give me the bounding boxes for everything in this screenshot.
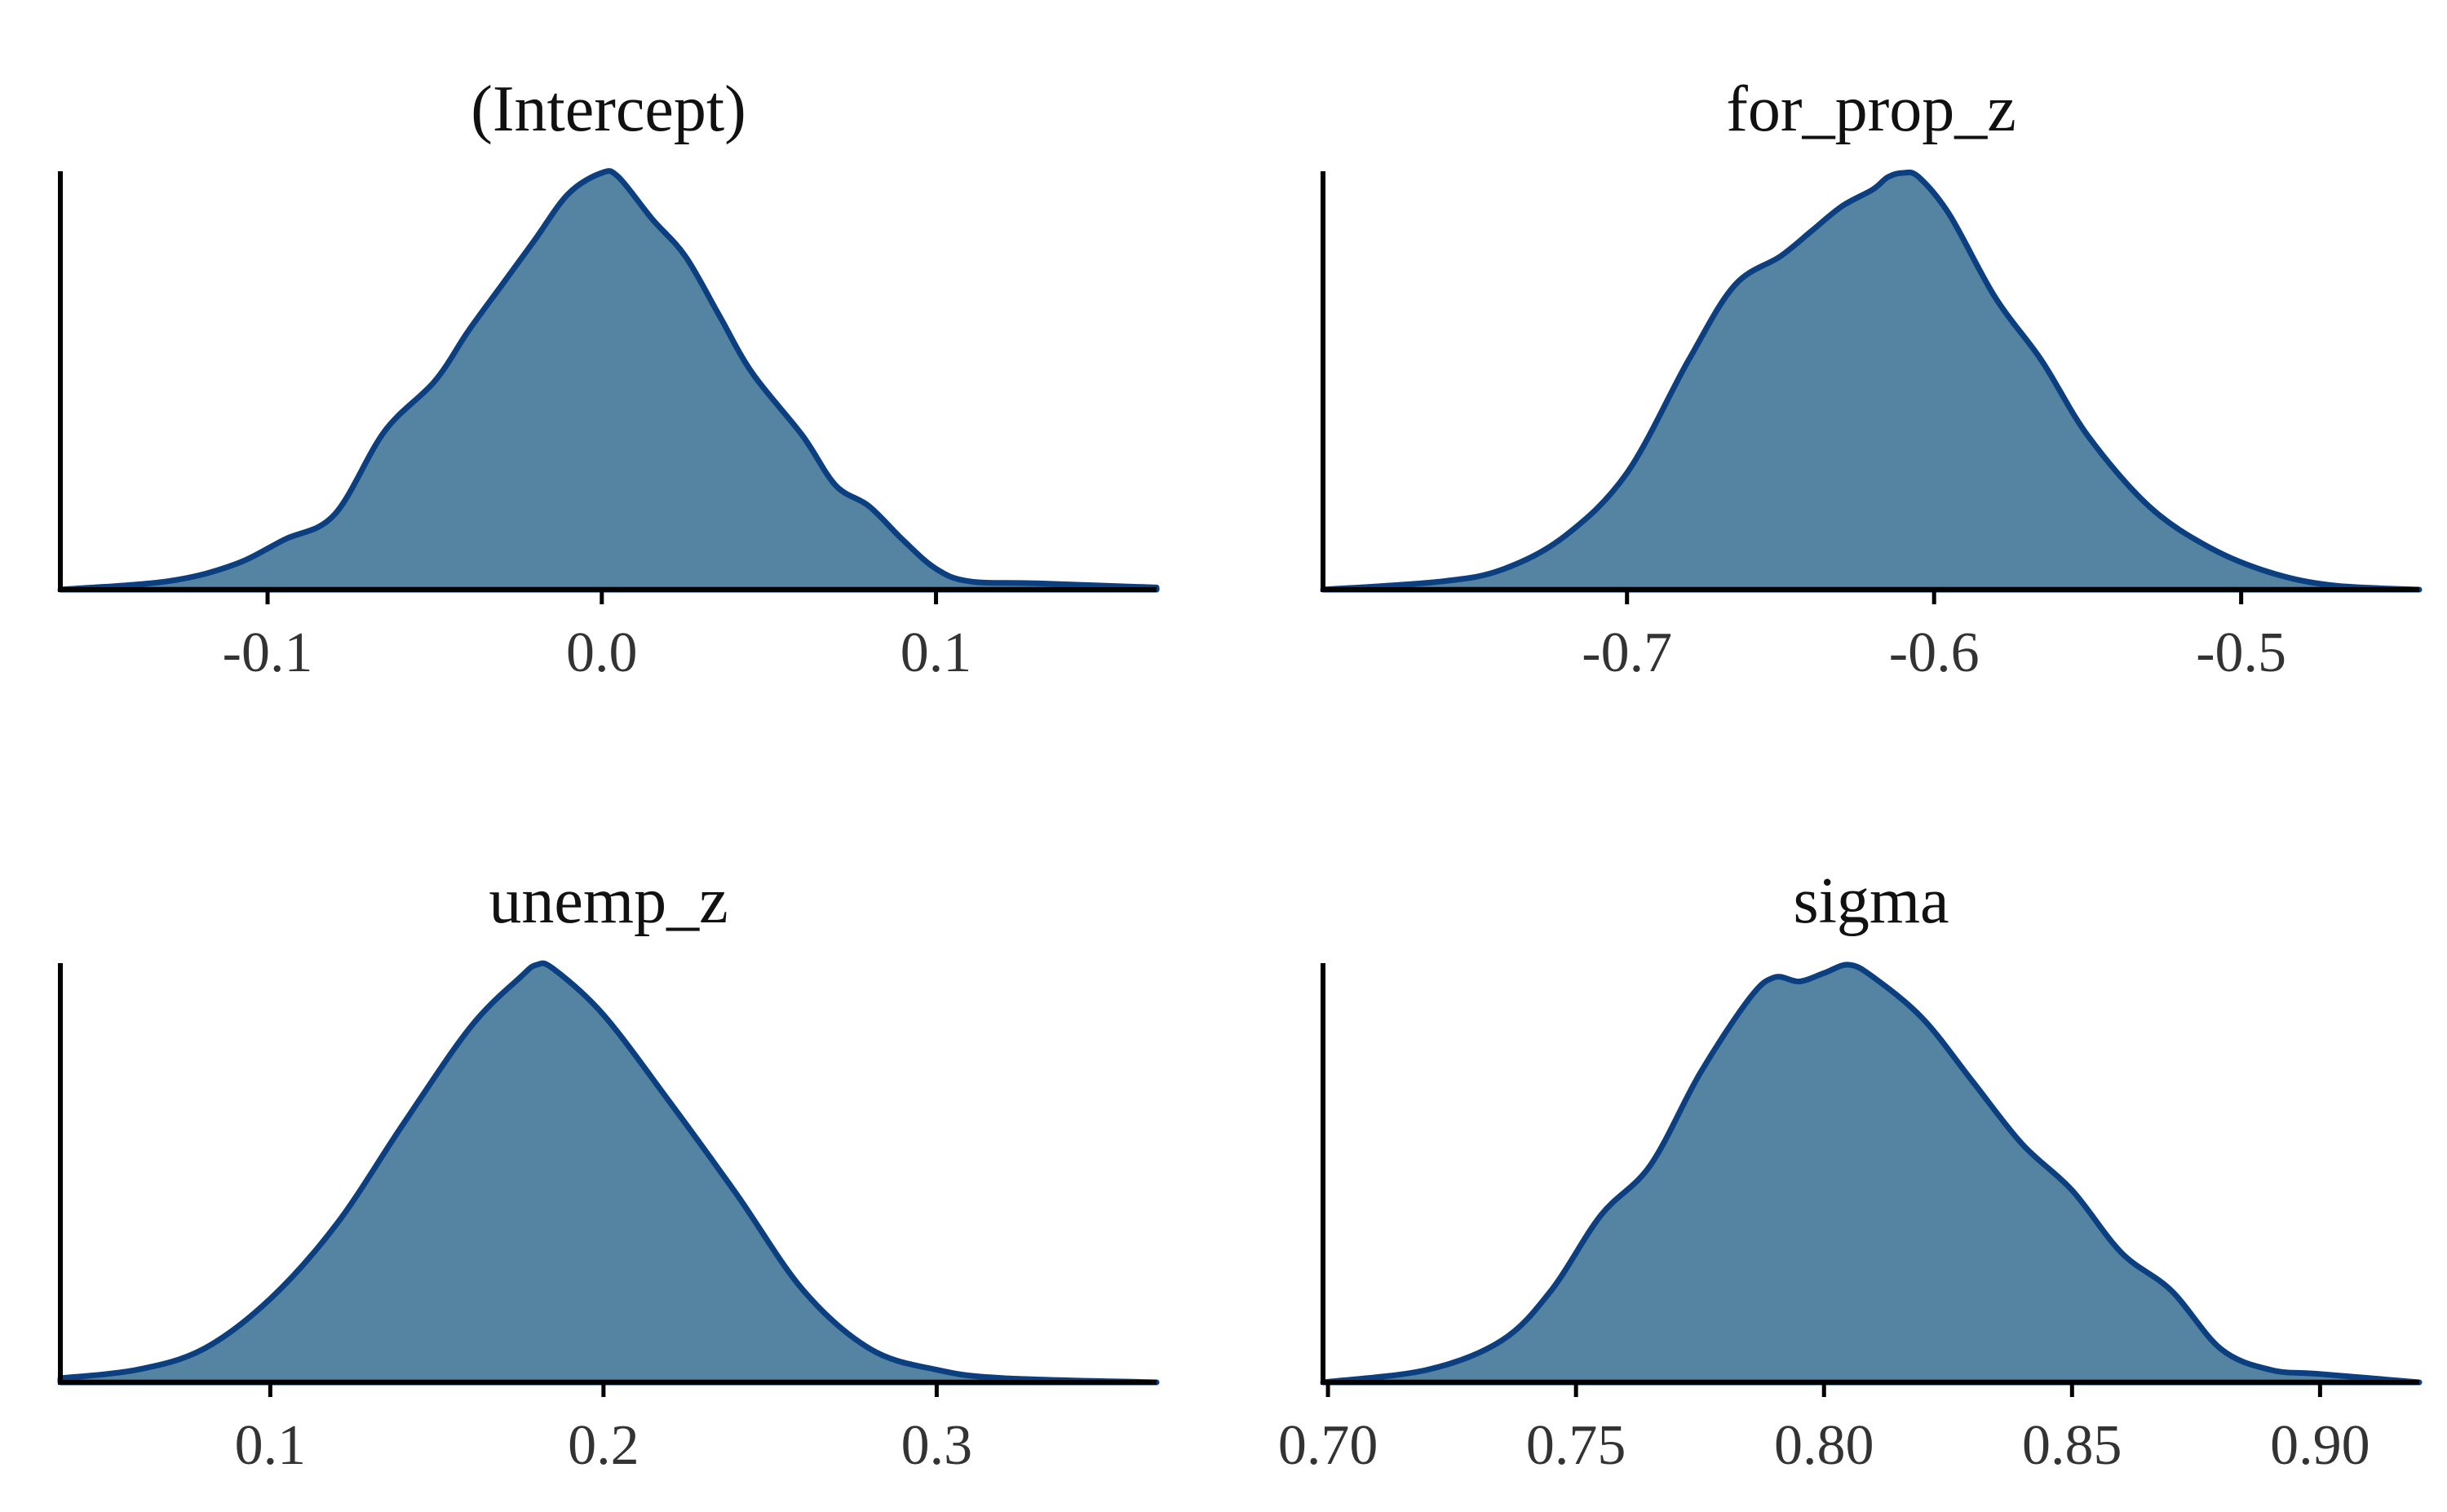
x-ticks-unemp-z: 0.1 0.2 0.3: [235, 1382, 973, 1477]
x-tick-label-unemp-z-1: 0.2: [568, 1414, 639, 1477]
x-tick-label-sigma-3: 0.85: [2022, 1414, 2122, 1477]
x-ticks-sigma: 0.70 0.75 0.80 0.85 0.90: [1278, 1382, 2370, 1477]
density-area-unemp-z: [57, 960, 1160, 1386]
x-ticks-intercept: -0.1 0.0 0.1: [223, 590, 972, 684]
x-tick-label-unemp-z-2: 0.3: [901, 1414, 973, 1477]
panel-sigma: sigma 0.70 0.75 0.80 0.85 0.90: [1278, 865, 2423, 1477]
x-tick-label-for-prop-z-0: -0.7: [1582, 621, 1672, 684]
x-tick-label-intercept-0: -0.1: [223, 621, 313, 684]
density-area-sigma: [1320, 962, 2423, 1386]
x-tick-label-sigma-0: 0.70: [1278, 1414, 1378, 1477]
panel-title-for-prop-z: for_prop_z: [1726, 73, 2016, 145]
x-tick-label-unemp-z-0: 0.1: [235, 1414, 307, 1477]
x-tick-label-for-prop-z-2: -0.5: [2196, 621, 2286, 684]
x-ticks-for-prop-z: -0.7 -0.6 -0.5: [1582, 590, 2286, 684]
panel-intercept: (Intercept) -0.1 0.0 0.1: [57, 73, 1160, 684]
panel-title-intercept: (Intercept): [471, 73, 746, 145]
density-area-for-prop-z: [1320, 169, 2423, 593]
x-tick-label-intercept-1: 0.0: [566, 621, 638, 684]
panel-unemp-z: unemp_z 0.1 0.2 0.3: [57, 865, 1160, 1477]
x-tick-label-sigma-1: 0.75: [1526, 1414, 1626, 1477]
panel-title-sigma: sigma: [1793, 865, 1949, 937]
density-area-intercept: [57, 168, 1160, 593]
x-tick-label-sigma-4: 0.90: [2270, 1414, 2370, 1477]
x-tick-label-for-prop-z-1: -0.6: [1889, 621, 1980, 684]
x-tick-label-intercept-2: 0.1: [900, 621, 972, 684]
x-tick-label-sigma-2: 0.80: [1774, 1414, 1874, 1477]
panel-title-unemp-z: unemp_z: [489, 865, 728, 937]
panel-for-prop-z: for_prop_z -0.7 -0.6 -0.5: [1320, 73, 2423, 684]
